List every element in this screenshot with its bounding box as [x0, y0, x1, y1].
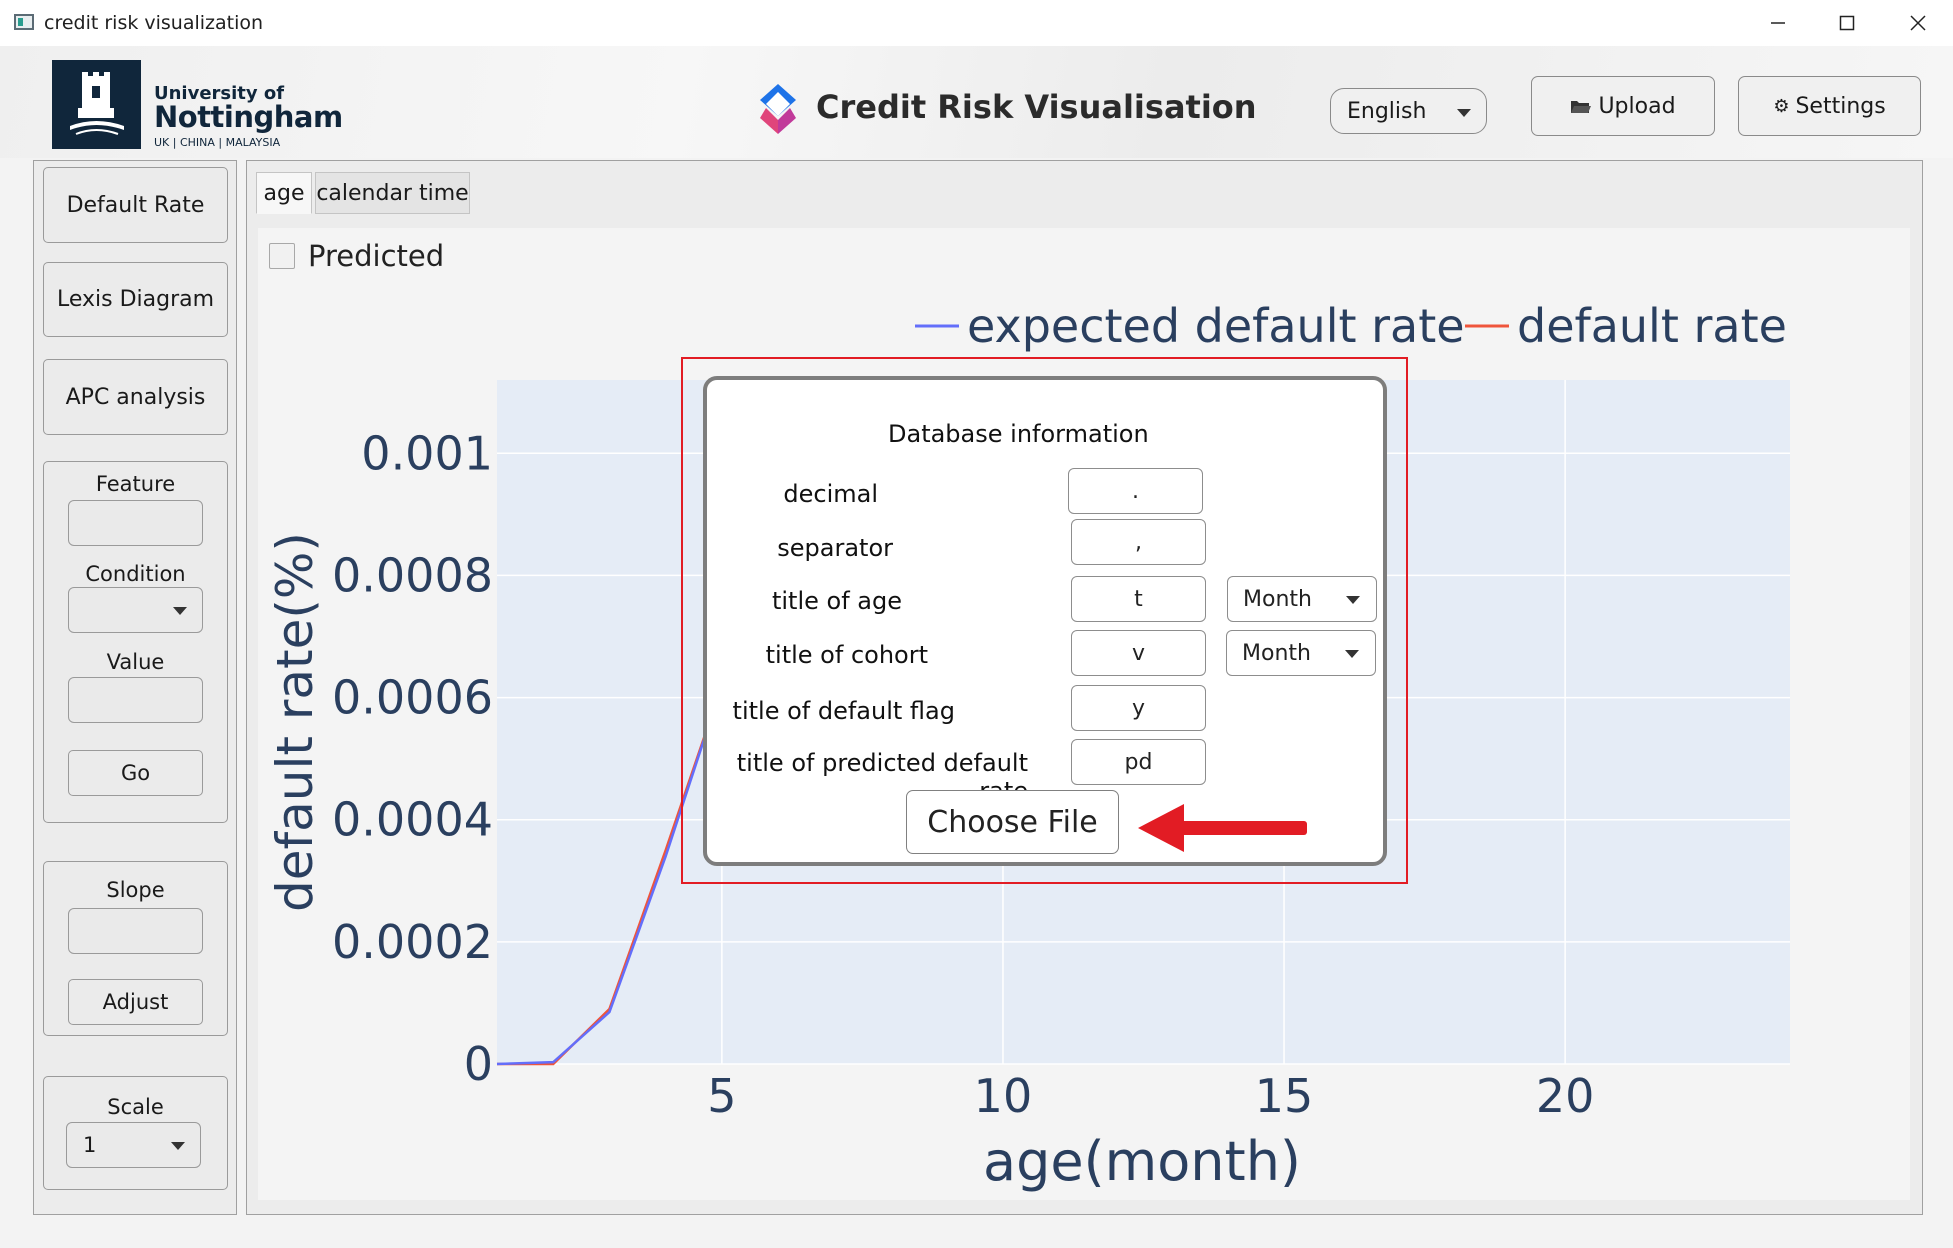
language-select-value: English [1347, 98, 1427, 124]
adjust-button[interactable]: Adjust [68, 979, 203, 1025]
cohort-unit-value: Month [1242, 640, 1311, 666]
maximize-button[interactable] [1812, 0, 1882, 46]
settings-button-label: Settings [1795, 93, 1886, 119]
minimize-icon [1771, 22, 1785, 24]
separator-label: separator [777, 534, 893, 562]
close-button[interactable] [1883, 0, 1953, 46]
app-icon [14, 14, 34, 30]
condition-select[interactable] [68, 587, 203, 633]
apc-analysis-button[interactable]: APC analysis [43, 359, 228, 435]
x-tick-label: 5 [707, 1069, 736, 1123]
maximize-icon [1839, 15, 1855, 31]
tab-calendar-time[interactable]: calendar time [315, 172, 470, 214]
logo-text-line2: Nottingham [154, 100, 343, 134]
y-tick-label: 0.0002 [332, 915, 493, 969]
slope-input[interactable] [68, 908, 203, 954]
title-of-age-input[interactable]: t [1071, 576, 1206, 622]
chart-lines [496, 684, 724, 1066]
settings-button[interactable]: ⚙ Settings [1738, 76, 1921, 136]
chart-legend: expected default rate default rate [915, 299, 1787, 353]
window-title: credit risk visualization [44, 12, 264, 34]
title-of-cohort-label: title of cohort [765, 641, 928, 669]
y-tick-label: 0.0006 [332, 671, 493, 725]
chevron-down-icon [171, 1142, 185, 1150]
predicted-label: Predicted [308, 239, 445, 273]
cohort-unit-select[interactable]: Month [1226, 630, 1376, 676]
y-tick-label: 0.0004 [332, 793, 493, 847]
lexis-diagram-button[interactable]: Lexis Diagram [43, 262, 228, 337]
tab-age[interactable]: age [256, 172, 312, 214]
title-of-default-flag-label: title of default flag [732, 697, 955, 725]
folder-icon [1571, 101, 1592, 113]
y-axis-label: default rate(%) [266, 532, 324, 912]
x-axis-label: age(month) [983, 1130, 1301, 1193]
chevron-down-icon [1345, 650, 1359, 658]
castle-icon [70, 72, 124, 135]
decimal-label: decimal [783, 480, 878, 508]
x-tick-label: 20 [1536, 1069, 1595, 1123]
separator-input[interactable]: , [1071, 519, 1206, 565]
y-tick-label: 0.0008 [332, 548, 493, 602]
scale-label: Scale [107, 1095, 164, 1119]
y-tick-label: 0.001 [361, 426, 493, 480]
legend-label: default rate [1517, 299, 1787, 353]
go-button[interactable]: Go [68, 750, 203, 796]
decimal-input[interactable]: . [1068, 468, 1203, 514]
upload-button-label: Upload [1598, 93, 1676, 119]
chevron-down-icon [1457, 109, 1471, 117]
title-of-cohort-input[interactable]: v [1071, 630, 1206, 676]
minimize-button[interactable] [1743, 0, 1813, 46]
x-tick-label: 10 [974, 1069, 1033, 1123]
language-select[interactable]: English [1330, 88, 1487, 134]
value-input[interactable] [68, 677, 203, 723]
logo-text-line3: UK | CHINA | MALAYSIA [154, 136, 281, 149]
value-label: Value [106, 650, 165, 674]
age-unit-select[interactable]: Month [1227, 576, 1377, 622]
y-tick-label: 0 [464, 1037, 493, 1091]
title-of-age-label: title of age [771, 587, 902, 615]
chart-ticks: 0 0.0002 0.0004 0.0006 0.0008 0.001 5 10 15 20 [332, 426, 1594, 1123]
default-rate-button[interactable]: Default Rate [43, 167, 228, 243]
slope-label: Slope [106, 878, 165, 902]
upload-button[interactable]: Upload [1531, 76, 1715, 136]
series-line-expected-default-rate [496, 684, 724, 1066]
dialog-highlight-box [681, 357, 1408, 884]
x-tick-label: 15 [1255, 1069, 1314, 1123]
close-icon [1910, 15, 1926, 31]
choose-file-button[interactable]: Choose File [906, 790, 1119, 854]
app-logo-icon [760, 84, 796, 134]
condition-label: Condition [85, 562, 186, 586]
legend-label: expected default rate [967, 299, 1465, 353]
scale-select-value: 1 [83, 1133, 97, 1157]
age-unit-value: Month [1243, 586, 1312, 612]
gear-icon: ⚙ [1773, 95, 1790, 117]
university-logo [52, 60, 141, 149]
scale-select[interactable]: 1 [66, 1122, 201, 1168]
chevron-down-icon [173, 607, 187, 615]
title-of-predicted-default-rate-input[interactable]: pd [1071, 739, 1206, 785]
predicted-checkbox[interactable] [269, 243, 295, 269]
chevron-down-icon [1346, 596, 1360, 604]
feature-label: Feature [95, 472, 176, 496]
feature-input[interactable] [68, 500, 203, 546]
red-arrow-icon [1138, 804, 1307, 852]
logo-text-line1: University of [154, 83, 285, 104]
title-of-default-flag-input[interactable]: y [1071, 685, 1206, 731]
dialog-title: Database information [888, 420, 1149, 448]
app-title: Credit Risk Visualisation [816, 88, 1257, 126]
